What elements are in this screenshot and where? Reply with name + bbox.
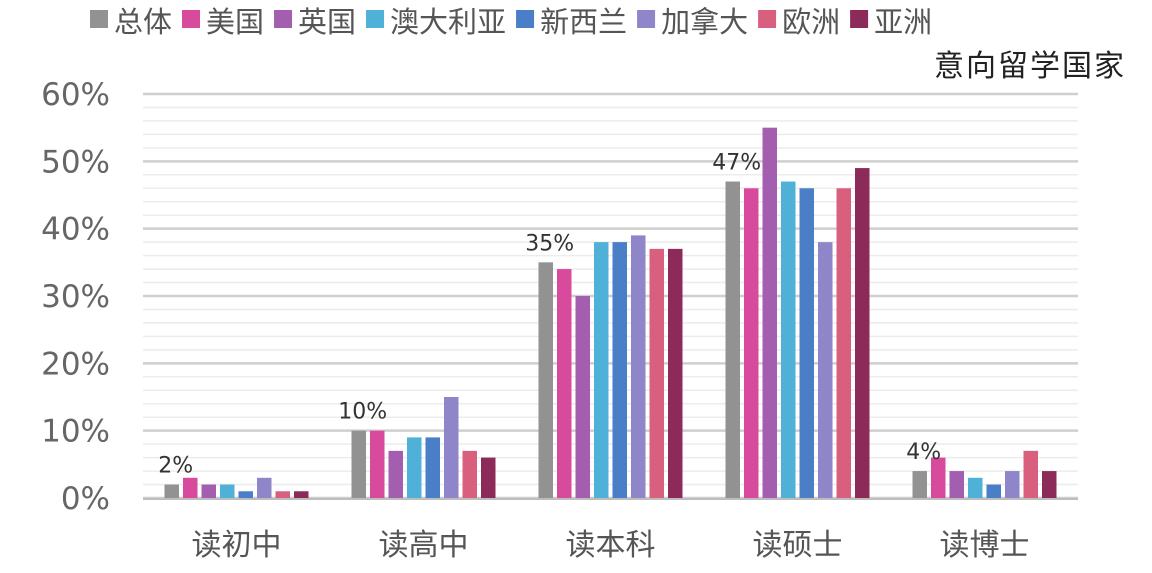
bar-4-6 xyxy=(1023,450,1038,498)
data-label: 2% xyxy=(158,454,193,479)
y-tick-label: 30% xyxy=(41,279,110,315)
bar-0-6 xyxy=(275,491,290,498)
legend-label: 总体 xyxy=(114,5,172,39)
bar-4-3 xyxy=(968,477,983,498)
data-label: 4% xyxy=(906,440,941,465)
bar-3-6 xyxy=(836,188,851,498)
bar-3-0 xyxy=(725,181,740,499)
bar-3-2 xyxy=(762,127,777,499)
legend-label: 欧洲 xyxy=(782,5,840,39)
bar-4-2 xyxy=(949,471,964,498)
bar-2-1 xyxy=(557,269,572,498)
bar-0-3 xyxy=(220,484,235,498)
legend-label: 加拿大 xyxy=(661,5,748,39)
bar-4-0 xyxy=(912,471,927,498)
bar-4-7 xyxy=(1042,471,1057,498)
legend-swatch xyxy=(758,10,777,28)
bar-2-0 xyxy=(538,262,553,498)
x-tick-label: 读初中 xyxy=(192,528,282,563)
bars xyxy=(164,127,1057,499)
y-tick-label: 10% xyxy=(41,414,110,450)
legend-label: 亚洲 xyxy=(874,5,932,39)
bar-2-6 xyxy=(649,248,664,498)
y-tick-label: 0% xyxy=(61,481,110,517)
legend-label: 英国 xyxy=(298,5,356,39)
bar-3-4 xyxy=(799,188,814,498)
bar-1-6 xyxy=(462,450,477,498)
legend: 总体 美国 英国 澳大利亚 新西兰 加拿大 欧洲 亚洲 xyxy=(90,5,932,39)
bar-3-3 xyxy=(781,181,796,499)
legend-swatch xyxy=(366,10,385,28)
x-tick-label: 读硕士 xyxy=(753,528,843,563)
data-labels: 2% 10% 35% 47% 4% xyxy=(158,151,941,479)
bar-0-1 xyxy=(183,477,198,498)
bar-4-4 xyxy=(986,484,1001,498)
bar-1-5 xyxy=(444,397,459,498)
chart-subtitle: 意向留学国家 xyxy=(934,49,1126,84)
x-tick-label: 读博士 xyxy=(940,528,1030,563)
bar-2-3 xyxy=(594,242,609,498)
legend-label: 澳大利亚 xyxy=(390,5,506,39)
data-label: 47% xyxy=(712,151,761,176)
bar-0-7 xyxy=(294,491,309,498)
legend-label: 美国 xyxy=(206,5,264,39)
bar-3-1 xyxy=(744,188,759,498)
legend-label: 新西兰 xyxy=(540,5,627,39)
bar-0-5 xyxy=(257,477,272,498)
bar-2-5 xyxy=(631,235,646,498)
legend-swatch xyxy=(516,10,535,28)
bar-3-5 xyxy=(818,242,833,498)
data-label: 10% xyxy=(338,400,387,425)
y-tick-label: 60% xyxy=(41,77,110,113)
bar-0-0 xyxy=(164,484,179,498)
legend-swatch xyxy=(274,10,293,28)
data-label: 35% xyxy=(525,231,574,256)
bar-1-2 xyxy=(388,450,403,498)
bar-2-2 xyxy=(575,296,590,498)
x-axis: 读初中 读高中 读本科 读硕士 读博士 xyxy=(192,528,1030,563)
x-tick-label: 读高中 xyxy=(379,528,469,563)
bar-1-4 xyxy=(425,437,440,498)
bar-2-7 xyxy=(668,248,683,498)
bar-0-2 xyxy=(201,484,216,498)
x-tick-label: 读本科 xyxy=(566,528,656,563)
y-tick-label: 40% xyxy=(41,212,110,248)
legend-swatch xyxy=(850,10,869,28)
bar-1-7 xyxy=(481,457,496,498)
bar-1-3 xyxy=(407,437,422,498)
y-tick-label: 50% xyxy=(41,144,110,180)
legend-swatch xyxy=(182,10,201,28)
bar-1-0 xyxy=(351,430,366,498)
bar-1-1 xyxy=(370,430,385,498)
bar-4-5 xyxy=(1005,471,1020,498)
bar-4-1 xyxy=(931,457,946,498)
grid-lines xyxy=(143,92,1078,500)
legend-swatch xyxy=(637,10,656,28)
y-tick-label: 20% xyxy=(41,346,110,382)
bar-3-7 xyxy=(855,168,870,499)
y-axis: 0% 10% 20% 30% 40% 50% 60% xyxy=(41,77,110,517)
legend-swatch xyxy=(90,10,108,28)
bar-0-4 xyxy=(238,491,253,498)
bar-2-4 xyxy=(612,242,627,498)
